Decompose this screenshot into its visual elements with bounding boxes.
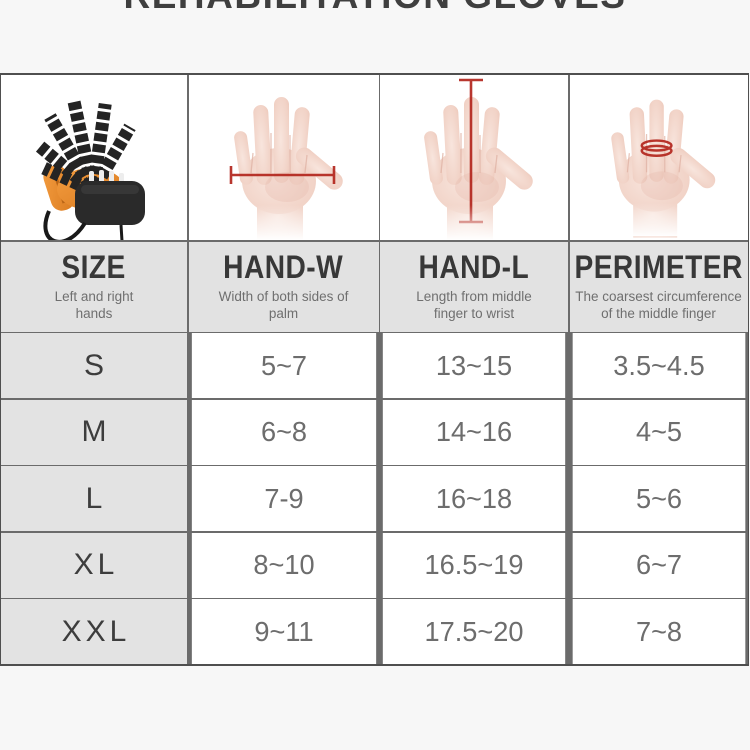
- hand-width-image-cell: [188, 75, 379, 240]
- hand-l-value-l: 16~18: [382, 466, 566, 531]
- size-label-s: S: [1, 333, 187, 398]
- column-header-subtitle: The coarsest circumference of the middle…: [575, 288, 742, 321]
- glove-product-image-cell: [1, 75, 187, 240]
- page-title: REHABILITATION GLOVES: [0, 0, 750, 14]
- column-header-subtitle: Width of both sides of palm: [218, 288, 349, 321]
- perimeter-value-m: 4~5: [572, 399, 745, 465]
- perimeter-value-l: 5~6: [572, 466, 745, 531]
- size-label-xxl: XXL: [1, 599, 187, 664]
- finger-circumference-measurement-photo: [610, 99, 715, 238]
- glove-cable: [43, 210, 87, 240]
- column-header-hand-l: HAND-L Length from middle finger to wris…: [380, 241, 568, 332]
- hand-w-value-xxl: 9~11: [191, 599, 376, 664]
- hand-length-image-cell: [380, 75, 568, 240]
- column-header-size: SIZE Left and right hands: [1, 241, 187, 332]
- finger-circumference-ring: [640, 139, 673, 158]
- hand-length-measurement-photo: [424, 78, 533, 240]
- hand-l-value-s: 13~15: [382, 333, 566, 398]
- hand-w-value-xl: 8~10: [191, 532, 376, 598]
- column-header-title: HAND-W: [223, 248, 344, 285]
- finger-perimeter-image-cell: [569, 75, 748, 240]
- column-header-perimeter: PERIMETER The coarsest circumference of …: [569, 241, 748, 332]
- hand-w-value-l: 7-9: [191, 466, 376, 531]
- hand-width-measurement-photo: [229, 97, 343, 240]
- hand-w-value-s: 5~7: [191, 333, 376, 398]
- width-measurement-line: [229, 166, 335, 184]
- perimeter-value-xl: 6~7: [572, 532, 745, 598]
- size-label-xl: XL: [1, 532, 187, 598]
- hand-l-value-xxl: 17.5~20: [382, 599, 566, 664]
- perimeter-value-s: 3.5~4.5: [572, 333, 745, 398]
- column-header-subtitle: Length from middle finger to wrist: [416, 288, 532, 321]
- column-header-hand-w: HAND-W Width of both sides of palm: [188, 241, 379, 332]
- size-label-l: L: [1, 466, 187, 531]
- size-label-m: M: [1, 399, 187, 465]
- column-header-title: SIZE: [61, 248, 127, 285]
- column-header-title: PERIMETER: [574, 248, 743, 285]
- column-header-subtitle: Left and right hands: [54, 288, 134, 321]
- hand-l-value-xl: 16.5~19: [382, 532, 566, 598]
- size-table: SIZE Left and right hands HAND-W Width o…: [0, 73, 749, 666]
- rehabilitation-glove-photo: [21, 78, 145, 240]
- perimeter-value-xxl: 7~8: [572, 599, 745, 664]
- column-header-title: HAND-L: [418, 248, 530, 285]
- hand-l-value-m: 14~16: [382, 399, 566, 465]
- hand-w-value-m: 6~8: [191, 399, 376, 465]
